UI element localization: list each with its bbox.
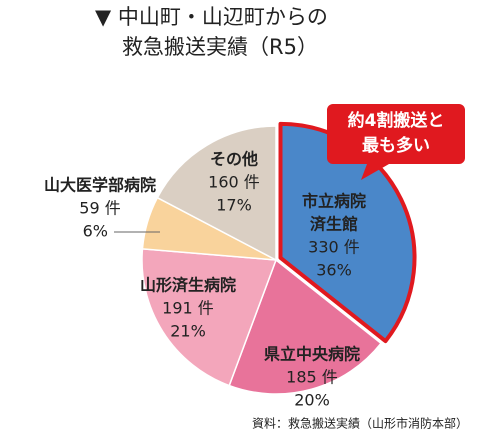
slice-label: 山大医学部病院 <box>44 176 156 195</box>
value-label: 160 件 <box>208 173 260 192</box>
slice-label: 県立中央病院 <box>264 345 360 364</box>
pie-slice <box>141 248 278 387</box>
share-label: 17% <box>216 196 252 215</box>
value-label: 191 件 <box>162 299 214 318</box>
pie <box>141 121 417 395</box>
share-label: 36% <box>316 261 352 280</box>
callout-text: 最も多い <box>362 135 430 156</box>
value-label: 59 件 <box>79 199 120 218</box>
share-label: 20% <box>294 391 330 410</box>
callout-text: 約4割搬送と <box>348 110 445 131</box>
chart-title: ▼ 中山町・山辺町からの <box>95 5 328 29</box>
slice-label: 済生館 <box>310 215 358 234</box>
slice-label: 市立病院 <box>302 192 366 211</box>
slice-label: 山形済生病院 <box>140 276 236 295</box>
value-label: 330 件 <box>308 238 360 257</box>
callout-box <box>327 104 465 180</box>
pie-slice <box>278 121 417 344</box>
pie-slice <box>228 258 383 395</box>
source: 資料：救急搬送実績（山形市消防本部） <box>252 416 468 431</box>
share-label: 21% <box>170 322 206 341</box>
slice-label: その他 <box>210 150 258 169</box>
share-label: 6% <box>83 222 108 241</box>
chart-title: 救急搬送実績（R5） <box>122 35 318 59</box>
value-label: 185 件 <box>286 368 338 387</box>
pie-slice <box>156 125 277 262</box>
